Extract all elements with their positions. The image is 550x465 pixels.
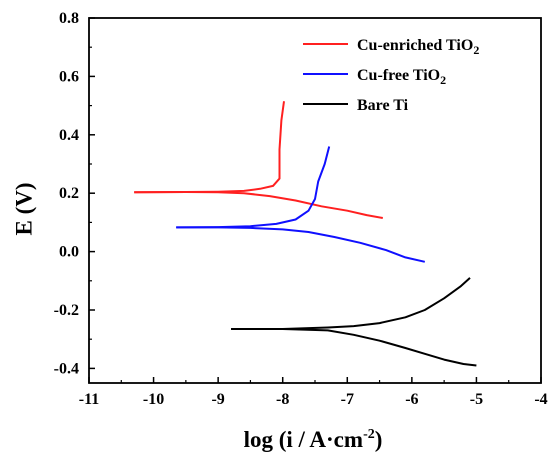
x-axis-title-superscript: -2 (363, 427, 375, 442)
y-tick-label: 0.4 (59, 127, 79, 144)
x-tick-label: -5 (470, 391, 483, 408)
series-2-cathodic-line (176, 226, 426, 263)
series-1-cathodic-line (134, 191, 383, 219)
y-axis-title: E (V) (11, 182, 36, 235)
legend-label-2: Cu-free TiO2 (357, 67, 446, 87)
series-2-anodic-line (176, 146, 331, 229)
x-tick-label: -4 (534, 391, 547, 408)
x-tick-label: -9 (211, 391, 224, 408)
y-tick-label: 0.8 (59, 10, 79, 27)
x-tick-label: -7 (341, 391, 354, 408)
legend-label-1: Cu-enriched TiO2 (357, 37, 479, 57)
tick-layer: -11 -10 -9 -8 -7 -6 -5 -4 -0.4 -0.2 0.0 0.2 0.4 0.6 0.… (54, 10, 548, 408)
x-tick-label: -6 (405, 391, 418, 408)
x-axis-title-main: log (i / A·cm (244, 427, 363, 452)
y-tick-label: -0.2 (54, 302, 79, 319)
series-layer (134, 101, 477, 367)
series-3-anodic-line (231, 277, 471, 330)
series-1-anodic-line (134, 101, 285, 194)
x-tick-label: -10 (143, 391, 164, 408)
x-axis-title-close: ) (375, 427, 383, 452)
y-tick-label: -0.4 (54, 360, 79, 377)
series-3-cathodic-line (231, 328, 477, 367)
x-axis-title: log (i / A·cm-2) (244, 427, 383, 452)
x-tick-label: -8 (276, 391, 289, 408)
y-tick-label: 0.2 (59, 185, 79, 202)
y-tick-label: 0.0 (59, 244, 79, 261)
legend-label-3: Bare Ti (357, 97, 409, 114)
y-tick-label: 0.6 (59, 68, 79, 85)
x-tick-label: -11 (79, 391, 99, 408)
legend: Cu-enriched TiO2 Cu-free TiO2 Bare Ti (303, 37, 479, 114)
